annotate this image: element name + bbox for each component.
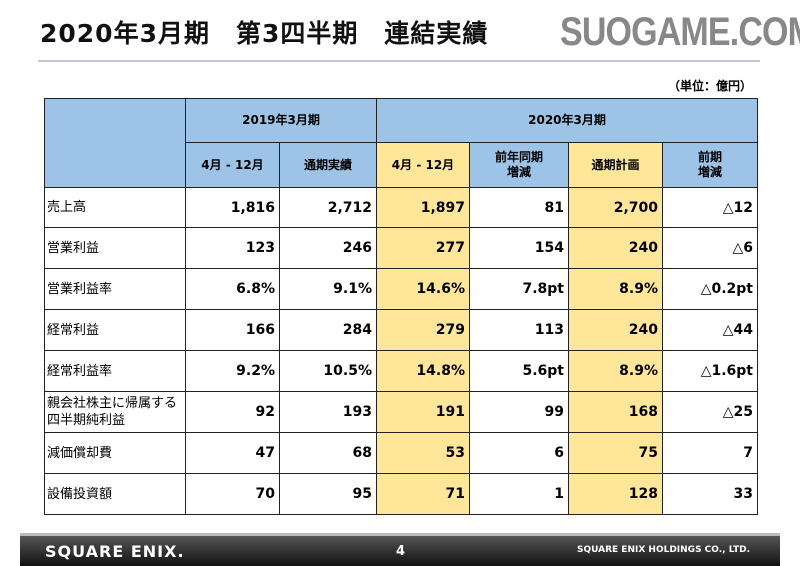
value-cell: 7 [662,432,758,474]
table-row: 減価償却費 47 68 53 6 75 7 [44,432,758,474]
value-cell: 166 [185,309,280,351]
row-label: 営業利益率 [44,268,186,310]
value-cell: 7.8pt [469,268,569,310]
column-header: 前期 増減 [662,142,758,188]
value-cell: △12 [662,187,758,228]
table-row: 親会社株主に帰属する 四半期純利益 92 193 191 99 168 △25 [44,391,758,433]
results-table: 2019年3月期 2020年3月期 4月 - 12月 通期実績 4月 - 12月 前年… [44,98,758,515]
value-cell: 8.9% [568,350,663,392]
square-enix-logo: SQUARE ENIX. [45,542,185,561]
value-cell: △44 [662,309,758,351]
value-cell: 10.5% [279,350,377,392]
value-cell: 246 [279,227,377,269]
value-cell: 8.9% [568,268,663,310]
footer-bar: SQUARE ENIX. 4 SQUARE ENIX HOLDINGS CO.,… [20,533,780,566]
table-row: 経常利益率 9.2% 10.5% 14.8% 5.6pt 8.9% △1.6pt [44,350,758,392]
value-cell: 6 [469,432,569,474]
value-cell: △25 [662,391,758,433]
table-row: 売上高 1,816 2,712 1,897 81 2,700 △12 [44,187,758,228]
unit-label: （単位：億円） [667,79,752,93]
header-fy2019: 2019年3月期 [185,98,377,143]
page-number: 4 [396,544,406,559]
value-cell: 75 [568,432,663,474]
column-header: 通期実績 [279,142,377,188]
column-header: 4月 - 12月 [376,142,470,188]
value-cell: 240 [568,309,663,351]
value-cell: 154 [469,227,569,269]
table-row: 営業利益率 6.8% 9.1% 14.6% 7.8pt 8.9% △0.2pt [44,268,758,310]
value-cell: 191 [376,391,470,433]
value-cell: 81 [469,187,569,228]
value-cell: 113 [469,309,569,351]
company-name: SQUARE ENIX HOLDINGS CO., LTD. [576,545,750,555]
row-label: 経常利益 [44,309,186,351]
value-cell: △0.2pt [662,268,758,310]
row-label: 減価償却費 [44,432,186,474]
header-fy2020: 2020年3月期 [376,98,758,143]
title-divider [38,60,760,62]
value-cell: 123 [185,227,280,269]
value-cell: 193 [279,391,377,433]
value-cell: 2,700 [568,187,663,228]
table-row: 営業利益 123 246 277 154 240 △6 [44,227,758,269]
row-label: 親会社株主に帰属する 四半期純利益 [44,391,186,433]
value-cell: 47 [185,432,280,474]
value-cell: 70 [185,473,280,515]
value-cell: △6 [662,227,758,269]
value-cell: 277 [376,227,470,269]
value-cell: 53 [376,432,470,474]
value-cell: 1,816 [185,187,280,228]
column-header: 通期計画 [568,142,663,188]
value-cell: 1,897 [376,187,470,228]
value-cell: 6.8% [185,268,280,310]
value-cell: 168 [568,391,663,433]
value-cell: 9.1% [279,268,377,310]
row-label: 売上高 [44,187,186,228]
value-cell: 5.6pt [469,350,569,392]
value-cell: 1 [469,473,569,515]
value-cell: 33 [662,473,758,515]
value-cell: △1.6pt [662,350,758,392]
header-blank [44,98,186,188]
value-cell: 240 [568,227,663,269]
table-row: 経常利益 166 284 279 113 240 △44 [44,309,758,351]
row-label: 営業利益 [44,227,186,269]
table-row: 設備投資額 70 95 71 1 128 33 [44,473,758,515]
row-label: 設備投資額 [44,473,186,515]
column-header: 前年同期 増減 [469,142,569,188]
value-cell: 99 [469,391,569,433]
row-label: 経常利益率 [44,350,186,392]
value-cell: 71 [376,473,470,515]
value-cell: 68 [279,432,377,474]
value-cell: 128 [568,473,663,515]
value-cell: 2,712 [279,187,377,228]
watermark: SUOGAME.COM [560,10,800,54]
column-header: 4月 - 12月 [185,142,280,188]
page-title: 2020年3月期 第3四半期 連結実績 [40,19,489,48]
value-cell: 95 [279,473,377,515]
value-cell: 14.6% [376,268,470,310]
value-cell: 14.8% [376,350,470,392]
value-cell: 92 [185,391,280,433]
value-cell: 284 [279,309,377,351]
value-cell: 279 [376,309,470,351]
value-cell: 9.2% [185,350,280,392]
